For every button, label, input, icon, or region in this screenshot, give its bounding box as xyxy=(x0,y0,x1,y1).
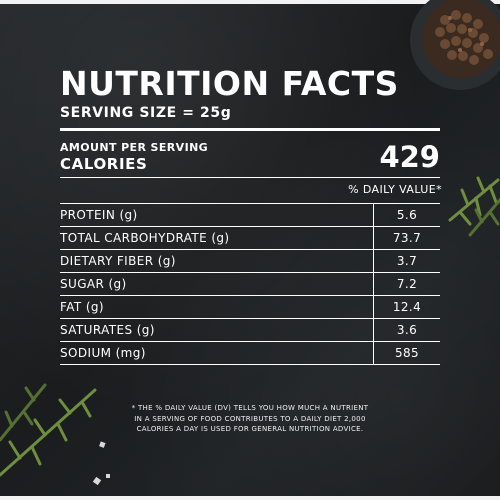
calories-label: CALORIES xyxy=(60,155,148,173)
table-row: TOTAL CARBOHYDRATE (g) 73.7 xyxy=(60,227,440,250)
nutrient-table: PROTEIN (g) 5.6 TOTAL CARBOHYDRATE (g) 7… xyxy=(60,203,440,365)
footnote-line: CALORIES A DAY IS USED FOR GENERAL NUTRI… xyxy=(136,425,364,433)
table-row: SUGAR (g) 7.2 xyxy=(60,273,440,296)
nutrient-label: TOTAL CARBOHYDRATE (g) xyxy=(60,231,230,245)
nutrient-label: SATURATES (g) xyxy=(60,323,155,337)
nutrient-value: 3.7 xyxy=(373,250,440,272)
nutrient-value: 73.7 xyxy=(373,227,440,249)
table-row: SODIUM (mg) 585 xyxy=(60,342,440,365)
nutrient-label: SUGAR (g) xyxy=(60,277,127,291)
nutrient-label: FAT (g) xyxy=(60,300,105,314)
nutrient-label: SODIUM (mg) xyxy=(60,346,146,360)
rosemary-sprig-left-image xyxy=(0,383,110,486)
nutrient-value: 585 xyxy=(373,342,440,364)
table-row: SATURATES (g) 3.6 xyxy=(60,319,440,342)
nutrient-value: 7.2 xyxy=(373,273,440,295)
nutrient-value: 12.4 xyxy=(373,296,440,318)
serving-size: SERVING SIZE = 25g xyxy=(60,105,232,121)
peppercorn-bowl-image xyxy=(410,0,500,90)
rosemary-sprig-right-image xyxy=(448,176,500,237)
table-row: DIETARY FIBER (g) 3.7 xyxy=(60,250,440,273)
page-title: NUTRITION FACTS xyxy=(60,64,399,103)
nutrient-value: 5.6 xyxy=(373,204,440,226)
calories-divider xyxy=(60,177,440,178)
table-row: PROTEIN (g) 5.6 xyxy=(60,204,440,227)
nutrient-label: DIETARY FIBER (g) xyxy=(60,254,176,268)
daily-value-header: % DAILY VALUE* xyxy=(348,183,442,196)
bottom-border xyxy=(0,496,500,500)
amount-per-serving-label: AMOUNT PER SERVING xyxy=(60,141,209,154)
nutrient-value: 3.6 xyxy=(373,319,440,341)
thick-divider xyxy=(60,128,440,131)
footnote-line: IN A SERVING OF FOOD CONTRIBUTES TO A DA… xyxy=(134,414,366,423)
daily-value-footnote: * THE % DAILY VALUE (DV) TELLS YOU HOW M… xyxy=(100,403,400,435)
calories-value: 429 xyxy=(379,140,440,174)
top-border xyxy=(0,0,500,4)
nutrient-label: PROTEIN (g) xyxy=(60,208,138,222)
table-row: FAT (g) 12.4 xyxy=(60,296,440,319)
footnote-line: * THE % DAILY VALUE (DV) TELLS YOU HOW M… xyxy=(131,404,369,412)
